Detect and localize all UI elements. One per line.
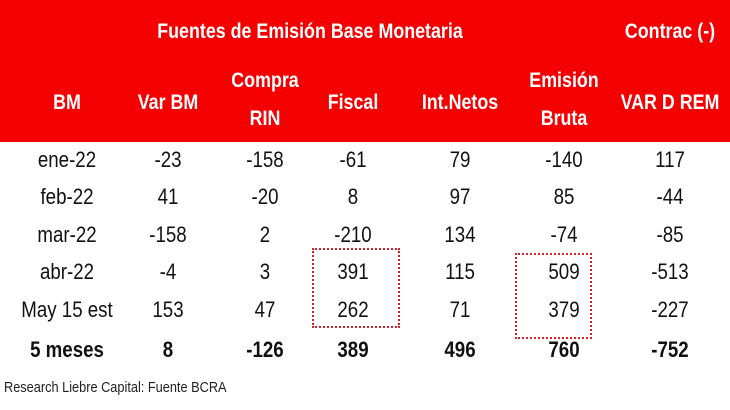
table-cell: 379 (548, 297, 580, 322)
table-cell: 85 (553, 184, 575, 209)
table-cell: 79 (449, 147, 471, 172)
column-header: Emisión (529, 69, 599, 92)
table-cell: -126 (246, 337, 284, 362)
row-label: ene-22 (37, 147, 97, 172)
source-note: Research Liebre Capital: Fuente BCRA (4, 379, 227, 396)
column-header-line2: RIN (249, 107, 281, 130)
table-cell: -4 (159, 259, 177, 284)
table-cell: -20 (251, 184, 279, 209)
table-cell: -227 (651, 297, 689, 322)
table-cell: 509 (548, 259, 580, 284)
table-cell: 117 (655, 147, 685, 172)
column-header: Fiscal (327, 91, 379, 114)
column-header: Compra (231, 69, 299, 92)
table-header (0, 0, 730, 142)
table-cell: 3 (259, 259, 271, 284)
row-label: abr-22 (39, 259, 95, 284)
table-cell: 153 (152, 297, 184, 322)
table-cell: -513 (651, 259, 689, 284)
row-label: 5 meses (30, 337, 104, 362)
column-header: Int.Netos (421, 91, 499, 114)
table-cell: 134 (444, 222, 476, 247)
table-cell: -74 (550, 222, 578, 247)
table-cell: -140 (545, 147, 583, 172)
table-cell: -158 (149, 222, 187, 247)
table-cell: 2 (259, 222, 271, 247)
table-cell: -752 (651, 337, 689, 362)
table-cell: 389 (337, 337, 369, 362)
column-header: VAR D REM (620, 91, 720, 114)
table-cell: -61 (339, 147, 367, 172)
table-cell: -23 (154, 147, 182, 172)
table-cell: 8 (347, 184, 359, 209)
table-cell: 8 (162, 337, 174, 362)
contraction-title: Contrac (-) (624, 20, 716, 43)
highlight-box-emision (515, 253, 592, 339)
table-cell: 760 (548, 337, 580, 362)
table-title: Fuentes de Emisión Base Monetaria (157, 20, 463, 43)
row-label: mar-22 (37, 222, 97, 247)
table-cell: 262 (337, 297, 369, 322)
column-header-line2: Bruta (540, 107, 588, 130)
table-cell: -158 (246, 147, 284, 172)
table-cell: 71 (449, 297, 471, 322)
table-cell: 115 (445, 259, 475, 284)
row-label: feb-22 (40, 184, 94, 209)
table-cell: 41 (157, 184, 179, 209)
row-label: May 15 est (21, 297, 113, 322)
column-header: BM (53, 91, 81, 114)
column-header: Var BM (137, 91, 199, 114)
table-cell: 47 (254, 297, 276, 322)
table-cell: 391 (337, 259, 369, 284)
table-cell: -210 (334, 222, 372, 247)
table-cell: -44 (656, 184, 684, 209)
table-cell: -85 (656, 222, 684, 247)
highlight-box-fiscal (312, 248, 400, 328)
table-cell: 97 (449, 184, 471, 209)
table-cell: 496 (444, 337, 476, 362)
